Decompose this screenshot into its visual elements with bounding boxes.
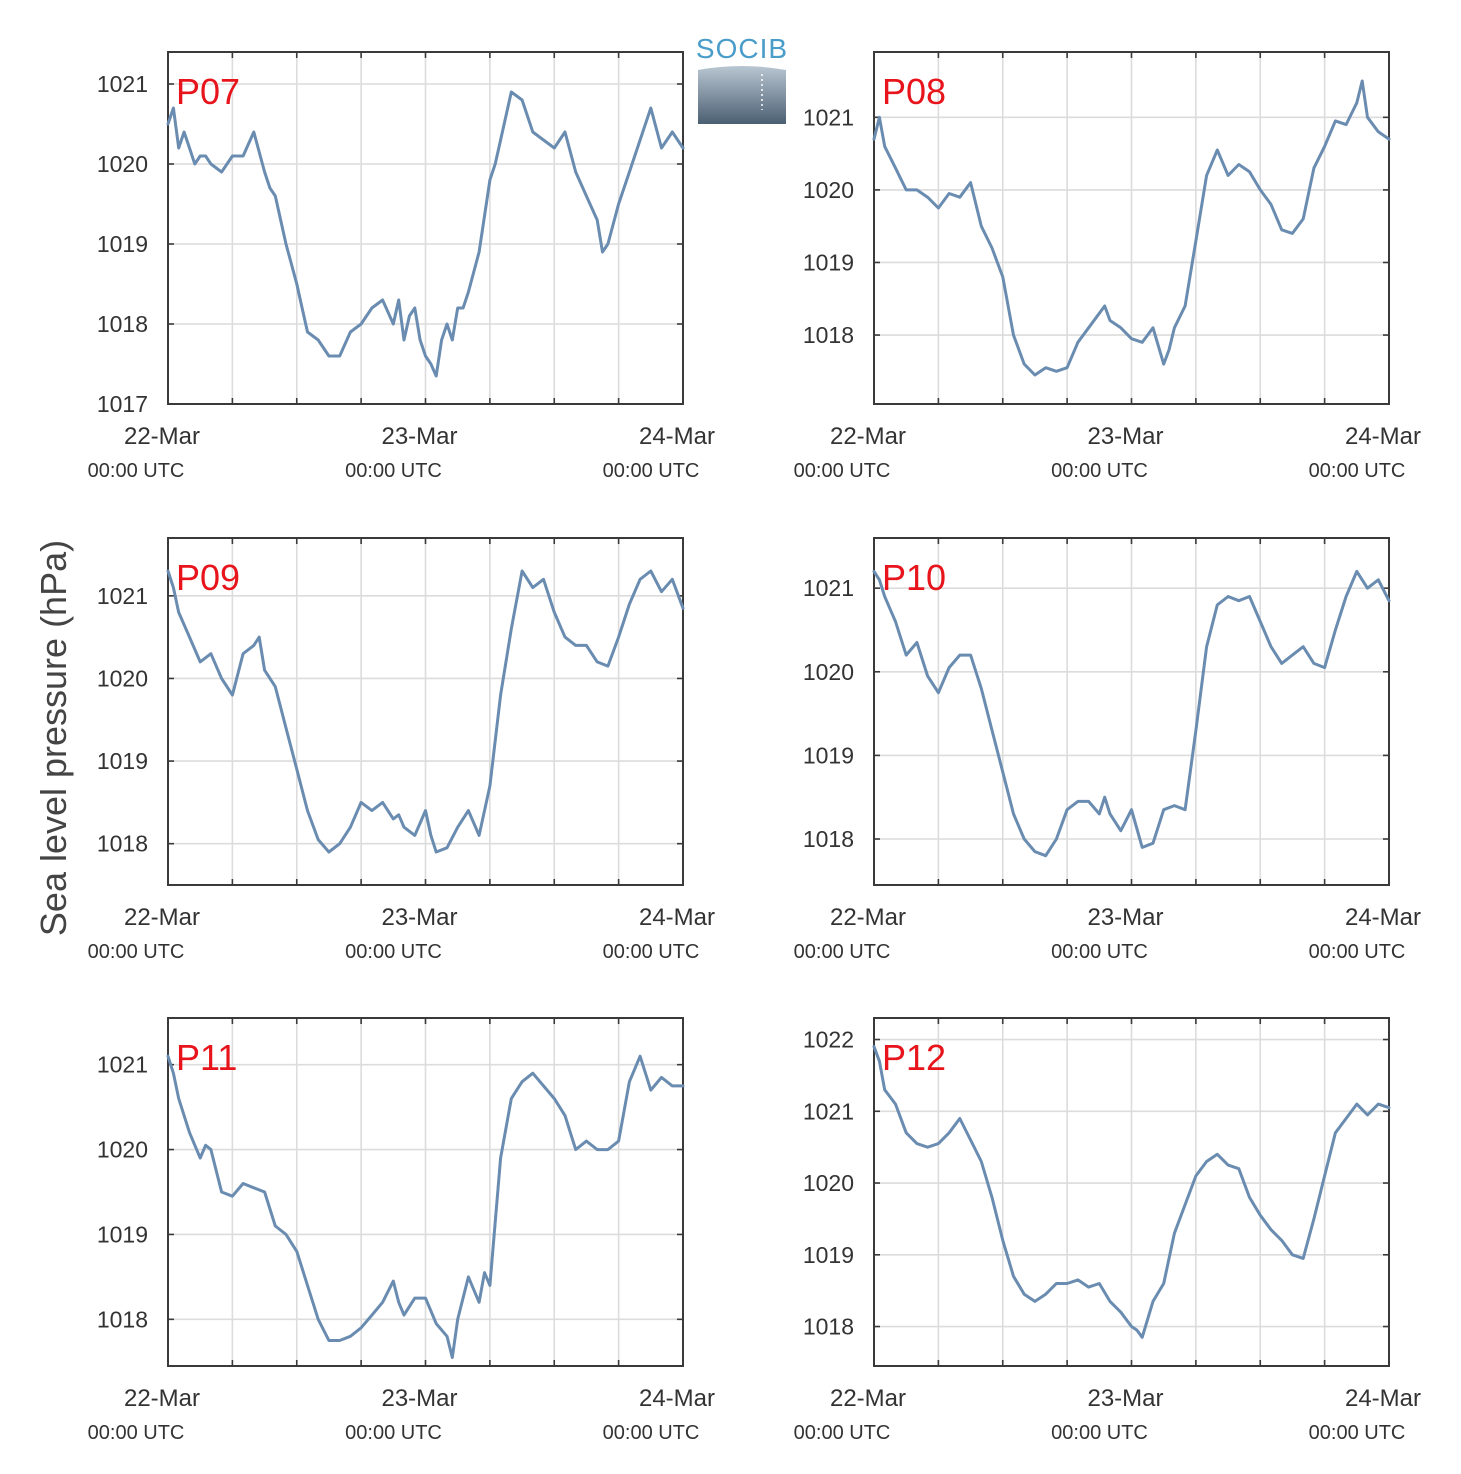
plot-frame: [167, 51, 684, 405]
station-label: P10: [882, 557, 946, 598]
x-tick-time-label: 00:00 UTC: [88, 460, 185, 482]
x-tick-date-label: 22-Mar: [830, 1385, 906, 1412]
series-line-p12: [872, 1045, 1391, 1339]
station-label: P12: [882, 1037, 946, 1078]
y-axis-label: Sea level pressure (hPa): [33, 540, 74, 936]
x-tick-time-label: 00:00 UTC: [345, 1422, 442, 1444]
x-tick-time-label: 00:00 UTC: [794, 460, 891, 482]
plot-frame: [167, 537, 684, 886]
y-tick-label: 1018: [803, 322, 854, 348]
y-tick-label: 1019: [803, 742, 854, 768]
plot-frame: [873, 537, 1390, 886]
plot-frame: [873, 51, 1390, 405]
x-tick-time-label: 00:00 UTC: [1309, 941, 1406, 963]
series-line-p11: [166, 1054, 685, 1359]
y-tick-label: 1018: [97, 311, 148, 337]
x-tick-date-label: 24-Mar: [639, 904, 715, 931]
y-tick-label: 1020: [97, 1137, 148, 1163]
x-tick-time-label: 00:00 UTC: [1051, 941, 1148, 963]
logo-wave-icon: [698, 66, 786, 124]
x-tick-time-label: 00:00 UTC: [1309, 460, 1406, 482]
station-label: P11: [176, 1037, 237, 1078]
x-tick-date-label: 23-Mar: [381, 904, 457, 931]
x-tick-time-label: 00:00 UTC: [1309, 1422, 1406, 1444]
x-tick-time-label: 00:00 UTC: [345, 460, 442, 482]
y-tick-label: 1020: [97, 151, 148, 177]
chart-panel-p07: 1017 1018 1019 1020 1021 22-Mar 00:00 UTC 23-Ma…: [88, 51, 715, 482]
y-tick-label: 1020: [97, 665, 148, 691]
x-tick-time-label: 00:00 UTC: [88, 1422, 185, 1444]
chart-panel-p10: 1018 1019 1020 1021 22-Mar 00:00 UTC 23-Mar 00:…: [794, 537, 1421, 963]
y-tick-label: 1018: [803, 826, 854, 852]
y-tick-label: 1019: [803, 249, 854, 275]
y-tick-label: 1018: [97, 1306, 148, 1332]
x-tick-date-label: 24-Mar: [1345, 904, 1421, 931]
socib-logo: SOCIB: [696, 33, 788, 124]
y-tick-label: 1019: [97, 1221, 148, 1247]
x-tick-date-label: 22-Mar: [830, 904, 906, 931]
chart-panel-p09: 1018 1019 1020 1021 22-Mar 00:00 UTC 23-Mar 00:…: [88, 537, 715, 963]
series-line-p08: [872, 79, 1391, 377]
plot-frame: [873, 1017, 1390, 1367]
logo-text: SOCIB: [696, 33, 788, 64]
series-line-p10: [872, 569, 1391, 858]
x-tick-date-label: 23-Mar: [1087, 904, 1163, 931]
y-tick-label: 1020: [803, 659, 854, 685]
x-tick-time-label: 00:00 UTC: [345, 941, 442, 963]
plot-frame: [167, 1017, 684, 1367]
station-label: P08: [882, 71, 946, 112]
y-tick-label: 1021: [803, 104, 854, 130]
y-tick-label: 1019: [803, 1242, 854, 1268]
y-tick-label: 1018: [803, 1314, 854, 1340]
y-tick-label: 1021: [803, 575, 854, 601]
x-tick-time-label: 00:00 UTC: [794, 1422, 891, 1444]
x-tick-time-label: 00:00 UTC: [88, 941, 185, 963]
x-tick-date-label: 23-Mar: [381, 1385, 457, 1412]
x-tick-date-label: 24-Mar: [1345, 1385, 1421, 1412]
x-tick-time-label: 00:00 UTC: [603, 941, 700, 963]
x-tick-date-label: 23-Mar: [1087, 1385, 1163, 1412]
chart-panel-p12: 1018 1019 1020 1021 1022 22-Mar 00:00 UTC 23-Ma…: [794, 1017, 1421, 1444]
x-tick-date-label: 22-Mar: [124, 423, 200, 450]
y-tick-label: 1019: [97, 748, 148, 774]
y-tick-label: 1022: [803, 1027, 854, 1053]
y-tick-label: 1018: [97, 831, 148, 857]
y-tick-label: 1017: [97, 391, 148, 417]
x-tick-time-label: 00:00 UTC: [1051, 460, 1148, 482]
x-tick-date-label: 23-Mar: [1087, 423, 1163, 450]
x-tick-date-label: 22-Mar: [124, 1385, 200, 1412]
y-tick-label: 1020: [803, 1170, 854, 1196]
x-tick-time-label: 00:00 UTC: [1051, 1422, 1148, 1444]
chart-panel-p08: 1018 1019 1020 1021 22-Mar 00:00 UTC 23-Mar 00:…: [794, 51, 1421, 482]
x-tick-date-label: 24-Mar: [1345, 423, 1421, 450]
x-tick-time-label: 00:00 UTC: [603, 1422, 700, 1444]
station-label: P07: [176, 71, 240, 112]
y-tick-label: 1020: [803, 177, 854, 203]
y-tick-label: 1021: [97, 1052, 148, 1078]
x-tick-time-label: 00:00 UTC: [794, 941, 891, 963]
chart-panel-p11: 1018 1019 1020 1021 22-Mar 00:00 UTC 23-Mar 00:…: [88, 1017, 715, 1444]
x-tick-time-label: 00:00 UTC: [603, 460, 700, 482]
series-line-p07: [166, 90, 685, 378]
series-line-p09: [166, 569, 685, 854]
y-tick-label: 1021: [97, 71, 148, 97]
y-tick-label: 1021: [803, 1098, 854, 1124]
x-tick-date-label: 24-Mar: [639, 1385, 715, 1412]
y-tick-label: 1021: [97, 583, 148, 609]
x-tick-date-label: 22-Mar: [830, 423, 906, 450]
station-label: P09: [176, 557, 240, 598]
x-tick-date-label: 22-Mar: [124, 904, 200, 931]
x-tick-date-label: 24-Mar: [639, 423, 715, 450]
y-tick-label: 1019: [97, 231, 148, 257]
x-tick-date-label: 23-Mar: [381, 423, 457, 450]
